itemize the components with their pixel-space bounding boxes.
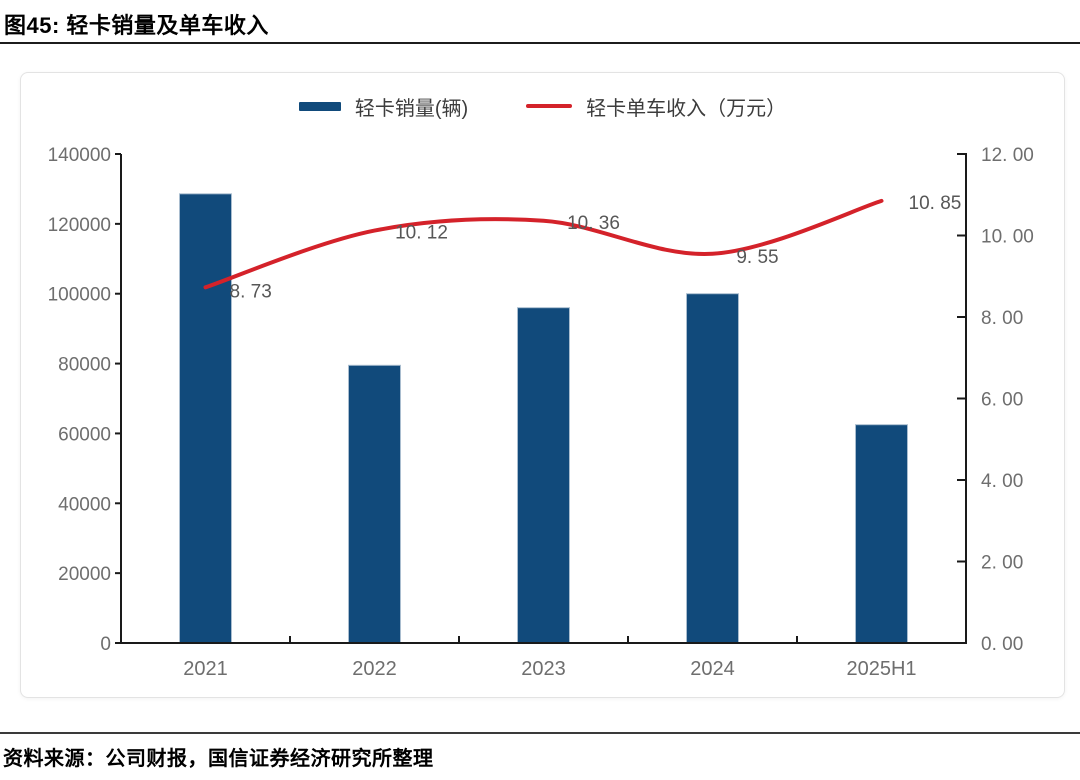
- left-axis-tick-label: 40000: [58, 494, 111, 515]
- revenue-line: [203, 198, 884, 290]
- left-axis-tick-label: 0: [100, 634, 111, 655]
- left-axis-tick-label: 20000: [58, 564, 111, 585]
- bar-2022: [348, 364, 401, 644]
- x-axis-label-2024: 2024: [690, 658, 735, 680]
- chart-legend: 轻卡销量(辆) 轻卡单车收入（万元）: [21, 92, 1064, 121]
- revenue-legend-label: 轻卡单车收入（万元）: [586, 97, 787, 120]
- x-axis-label-2023: 2023: [521, 658, 566, 680]
- left-axis-tick-label: 80000: [58, 355, 111, 376]
- figure-title: 图45: 轻卡销量及单车收入: [4, 13, 269, 38]
- sales-legend-label: 轻卡销量(辆): [354, 97, 469, 120]
- line-data-label: 10. 85: [909, 193, 962, 214]
- right-axis-tick-label: 12. 00: [981, 145, 1034, 166]
- bar-2024: [686, 293, 739, 644]
- source-text: 资料来源：公司财报，国信证券经济研究所整理: [3, 748, 434, 770]
- right-axis-tick-label: 8. 00: [981, 308, 1023, 329]
- right-axis-tick-label: 6. 00: [981, 390, 1023, 411]
- right-axis-tick-label: 10. 00: [981, 227, 1034, 248]
- left-axis-tick-label: 120000: [48, 215, 111, 236]
- left-axis-tick-label: 140000: [48, 145, 111, 166]
- x-axis-label-2025H1: 2025H1: [846, 658, 916, 680]
- combo-chart: 0 20000 40000 60000 80000 100000 120000 140000 0…: [48, 145, 1034, 680]
- line-data-label: 10. 36: [567, 213, 620, 234]
- right-axis-tick-label: 2. 00: [981, 553, 1023, 574]
- chart-panel: 0 20000 40000 60000 80000 100000 120000 140000 0…: [20, 72, 1065, 698]
- x-axis-label-2021: 2021: [183, 658, 228, 680]
- x-axis-label-2022: 2022: [352, 658, 397, 680]
- legend-item-revenue: 轻卡单车收入（万元）: [526, 92, 786, 121]
- title-divider: [0, 42, 1080, 44]
- left-axis-tick-label: 100000: [48, 285, 111, 306]
- revenue-legend-swatch: [526, 104, 573, 108]
- line-data-label: 9. 55: [736, 247, 778, 268]
- bar-2025H1: [855, 424, 908, 644]
- line-data-label: 8. 73: [230, 281, 272, 302]
- bar-2023: [517, 307, 570, 644]
- right-axis-tick-label: 4. 00: [981, 471, 1023, 492]
- legend-item-sales: 轻卡销量(辆): [298, 92, 469, 121]
- footer-divider: [0, 732, 1080, 734]
- sales-legend-swatch: [298, 101, 341, 111]
- left-axis-tick-label: 60000: [58, 424, 111, 445]
- bar-2021: [179, 193, 232, 644]
- right-axis-tick-label: 0. 00: [981, 634, 1023, 655]
- line-data-label: 10. 12: [395, 223, 448, 244]
